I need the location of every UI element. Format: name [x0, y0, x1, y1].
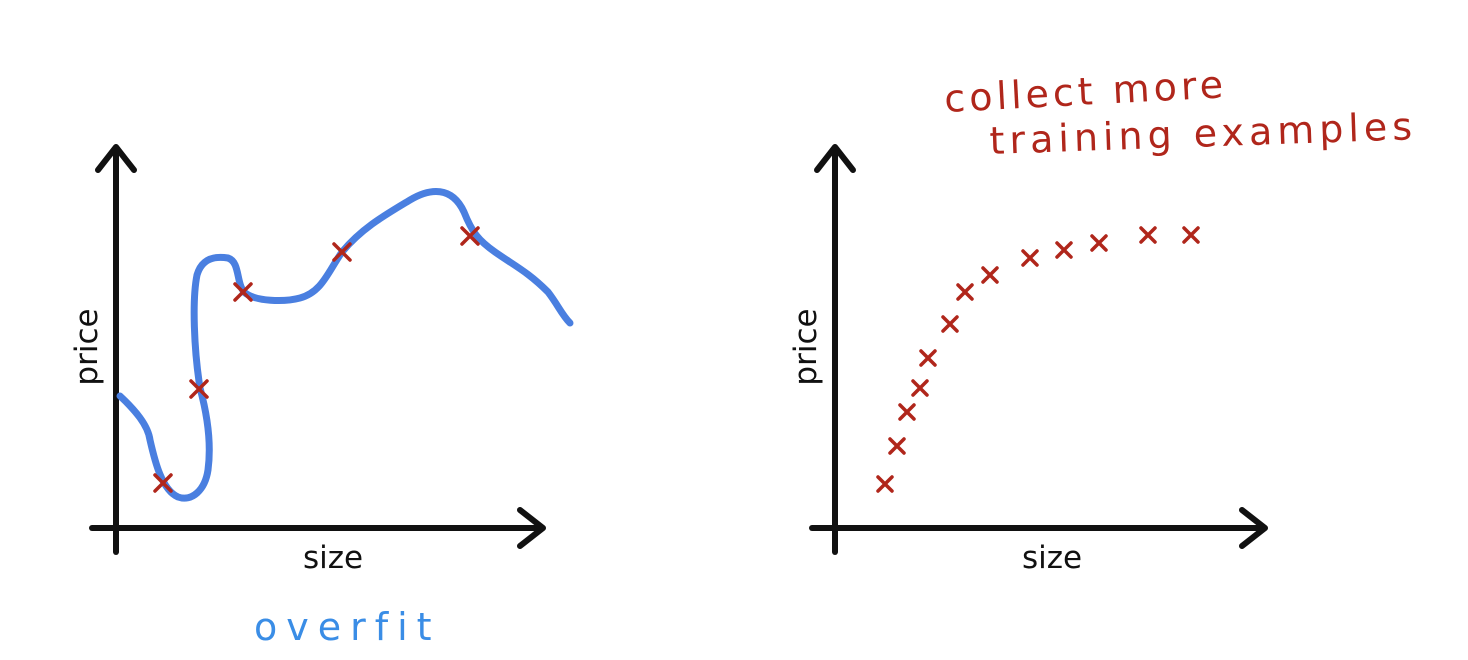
left-panel: price size overfit — [69, 144, 574, 649]
right-data-point-cross-icon — [1139, 226, 1157, 244]
right-y-axis-arrowhead — [814, 144, 856, 173]
right-y-axis — [814, 144, 856, 555]
right-data-point-cross-icon — [941, 315, 959, 333]
left-data-point-cross-icon — [332, 242, 352, 262]
right-panel: price size collect more training example… — [788, 62, 1418, 576]
right-data-point-cross-icon — [876, 475, 894, 493]
left-x-axis — [89, 507, 546, 549]
overfit-curve — [116, 188, 574, 502]
right-x-axis-label: size — [1022, 540, 1082, 576]
right-data-point-cross-icon — [888, 437, 906, 455]
overfit-annotation: overfit — [254, 605, 441, 649]
right-data-points — [876, 226, 1200, 493]
left-data-point-cross-icon — [460, 226, 480, 246]
right-data-point-cross-icon — [911, 379, 929, 397]
left-y-axis — [95, 144, 137, 555]
left-y-axis-arrowhead — [95, 144, 137, 173]
left-data-points — [153, 226, 480, 493]
right-data-point-cross-icon — [1182, 226, 1200, 244]
right-data-point-cross-icon — [956, 283, 974, 301]
right-data-point-cross-icon — [898, 403, 916, 421]
left-data-point-cross-icon — [233, 282, 253, 302]
left-data-point-cross-icon — [153, 473, 173, 493]
right-data-point-cross-icon — [1021, 249, 1039, 267]
left-x-axis-arrowhead — [517, 507, 546, 549]
right-y-axis-label: price — [788, 308, 824, 385]
right-data-point-cross-icon — [919, 349, 937, 367]
left-data-point-cross-icon — [189, 379, 209, 399]
left-x-axis-label: size — [303, 540, 363, 576]
right-x-axis-arrowhead — [1239, 507, 1268, 549]
left-y-axis-label: price — [69, 308, 105, 385]
right-data-point-cross-icon — [981, 266, 999, 284]
right-data-point-cross-icon — [1055, 241, 1073, 259]
right-x-axis — [809, 507, 1268, 549]
right-data-point-cross-icon — [1090, 234, 1108, 252]
